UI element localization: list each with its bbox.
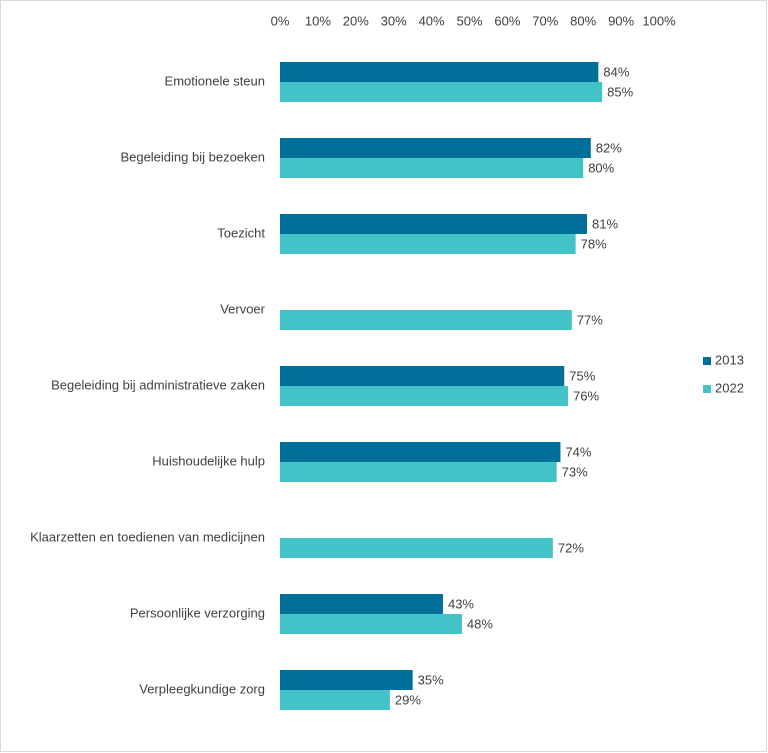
y-tick-label: Vervoer (220, 301, 265, 316)
y-tick-label: Begeleiding bij bezoeken (120, 149, 265, 164)
x-tick-label: 40% (419, 13, 445, 28)
data-label: 78% (581, 236, 607, 251)
x-tick-label: 90% (608, 13, 634, 28)
x-tick-label: 30% (381, 13, 407, 28)
data-label: 29% (395, 692, 421, 707)
data-label: 84% (603, 64, 629, 79)
data-label: 35% (418, 672, 444, 687)
data-label: 74% (565, 444, 591, 459)
x-tick-label: 100% (642, 13, 676, 28)
bar (280, 366, 565, 386)
y-tick-label: Toezicht (217, 225, 265, 240)
data-label: 80% (588, 160, 614, 175)
data-label: 85% (607, 84, 633, 99)
y-tick-label: Klaarzetten en toedienen van medicijnen (30, 529, 265, 544)
legend-swatch (703, 385, 711, 393)
x-tick-label: 50% (456, 13, 482, 28)
bar (280, 442, 561, 462)
x-tick-label: 80% (570, 13, 596, 28)
y-tick-label: Huishoudelijke hulp (152, 453, 265, 468)
bar (280, 690, 390, 710)
data-label: 72% (558, 540, 584, 555)
bar (280, 614, 462, 634)
bar (280, 62, 599, 82)
bar (280, 462, 557, 482)
x-tick-label: 70% (532, 13, 558, 28)
bar (280, 82, 603, 102)
y-tick-label: Emotionele steun (165, 73, 265, 88)
x-tick-label: 10% (305, 13, 331, 28)
x-tick-label: 20% (343, 13, 369, 28)
data-label: 77% (577, 312, 603, 327)
legend-swatch (703, 357, 711, 365)
bar (280, 214, 587, 234)
y-tick-label: Verpleegkundige zorg (139, 681, 265, 696)
data-label: 43% (448, 596, 474, 611)
bar (280, 594, 443, 614)
legend-label: 2013 (715, 352, 744, 367)
data-label: 76% (573, 388, 599, 403)
y-tick-label: Persoonlijke verzorging (130, 605, 265, 620)
x-tick-label: 0% (271, 13, 290, 28)
data-label: 81% (592, 216, 618, 231)
bar (280, 158, 584, 178)
x-tick-label: 60% (494, 13, 520, 28)
data-label: 48% (467, 616, 493, 631)
bar (280, 386, 569, 406)
bar (280, 538, 553, 558)
bar (280, 234, 576, 254)
data-label: 82% (596, 140, 622, 155)
y-tick-label: Begeleiding bij administratieve zaken (51, 377, 265, 392)
legend-label: 2022 (715, 380, 744, 395)
data-label: 75% (569, 368, 595, 383)
bar (280, 670, 413, 690)
bar (280, 310, 572, 330)
data-label: 73% (562, 464, 588, 479)
bar (280, 138, 591, 158)
